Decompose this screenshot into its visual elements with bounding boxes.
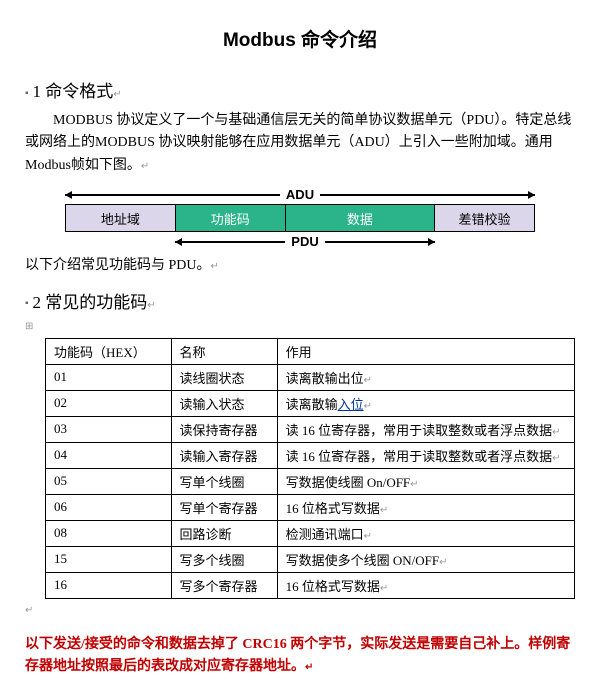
function-code-table: 功能码（HEX） 名称 作用 01读线圈状态读离散输出位↵02读输入状态读离散输… [45, 338, 575, 599]
cell-desc: 写数据使多个线圈 ON/OFF↵ [277, 546, 574, 572]
table-row: 02读输入状态读离散输入位↵ [46, 390, 575, 416]
section-num: 2 [33, 293, 42, 312]
paragraph-2: 以下介绍常见功能码与 PDU。↵ [25, 255, 575, 277]
return-mark: ↵ [25, 605, 575, 616]
bullet-icon: ▪ [25, 88, 29, 99]
adu-label: ADU [280, 187, 320, 202]
cell-name: 写单个线圈 [171, 468, 277, 494]
adu-frame-boxes: 地址域 功能码 数据 差错校验 [65, 204, 535, 232]
cell-code: 08 [46, 520, 172, 546]
cell-desc: 读离散输入位↵ [277, 390, 574, 416]
cell-name: 读保持寄存器 [171, 416, 277, 442]
cell-code: 03 [46, 416, 172, 442]
table-row: 05写单个线圈写数据使线圈 On/OFF↵ [46, 468, 575, 494]
cell-name: 读输入寄存器 [171, 442, 277, 468]
table-row: 16写多个寄存器16 位格式写数据↵ [46, 572, 575, 598]
cell-name: 读线圈状态 [171, 364, 277, 390]
return-mark: ↵ [113, 89, 121, 100]
box-address: 地址域 [66, 205, 176, 231]
cell-name: 写单个寄存器 [171, 494, 277, 520]
table-anchor-icon: ⊞ [25, 321, 575, 332]
cell-code: 06 [46, 494, 172, 520]
adu-diagram: ADU 地址域 功能码 数据 差错校验 PDU [65, 187, 535, 249]
cell-desc: 检测通讯端口↵ [277, 520, 574, 546]
cell-desc: 读 16 位寄存器，常用于读取整数或者浮点数据↵ [277, 416, 574, 442]
cell-name: 写多个线圈 [171, 546, 277, 572]
table-row: 15写多个线圈写数据使多个线圈 ON/OFF↵ [46, 546, 575, 572]
cell-code: 01 [46, 364, 172, 390]
box-function: 功能码 [176, 205, 286, 231]
cell-code: 16 [46, 572, 172, 598]
th-desc: 作用 [277, 338, 574, 364]
section-num: 1 [33, 82, 42, 101]
cell-name: 读输入状态 [171, 390, 277, 416]
cell-desc: 16 位格式写数据↵ [277, 572, 574, 598]
hyperlink-text[interactable]: 入位 [338, 397, 364, 412]
table-row: 01读线圈状态读离散输出位↵ [46, 364, 575, 390]
section-1-heading: ▪ 1 命令格式↵ [25, 77, 575, 102]
cell-code: 04 [46, 442, 172, 468]
section-text: 命令格式 [45, 82, 113, 101]
table-header-row: 功能码（HEX） 名称 作用 [46, 338, 575, 364]
bullet-icon: ▪ [25, 298, 29, 309]
pdu-bottom-arrow: PDU [175, 234, 435, 249]
table-row: 08回路诊断检测通讯端口↵ [46, 520, 575, 546]
cell-code: 15 [46, 546, 172, 572]
section-text: 常见的功能码 [45, 293, 147, 312]
table-row: 06写单个寄存器16 位格式写数据↵ [46, 494, 575, 520]
pdu-label: PDU [285, 234, 324, 249]
page-title: Modbus 命令介绍 [25, 25, 575, 52]
paragraph-1: MODBUS 协议定义了一个与基础通信层无关的简单协议数据单元（PDU）。特定总… [25, 110, 575, 177]
cell-name: 回路诊断 [171, 520, 277, 546]
box-data: 数据 [286, 205, 435, 231]
cell-desc: 读离散输出位↵ [277, 364, 574, 390]
cell-code: 02 [46, 390, 172, 416]
cell-desc: 16 位格式写数据↵ [277, 494, 574, 520]
adu-top-arrow: ADU [65, 187, 535, 202]
box-crc: 差错校验 [435, 205, 534, 231]
table-row: 03读保持寄存器读 16 位寄存器，常用于读取整数或者浮点数据↵ [46, 416, 575, 442]
section-2-heading: ▪ 2 常见的功能码↵ [25, 288, 575, 313]
th-code: 功能码（HEX） [46, 338, 172, 364]
return-mark: ↵ [147, 300, 155, 311]
cell-desc: 写数据使线圈 On/OFF↵ [277, 468, 574, 494]
th-name: 名称 [171, 338, 277, 364]
table-row: 04读输入寄存器读 16 位寄存器，常用于读取整数或者浮点数据↵ [46, 442, 575, 468]
cell-name: 写多个寄存器 [171, 572, 277, 598]
crc-note: 以下发送/接受的命令和数据去掉了 CRC16 两个字节，实际发送是需要自己补上。… [25, 634, 575, 679]
cell-code: 05 [46, 468, 172, 494]
cell-desc: 读 16 位寄存器，常用于读取整数或者浮点数据↵ [277, 442, 574, 468]
